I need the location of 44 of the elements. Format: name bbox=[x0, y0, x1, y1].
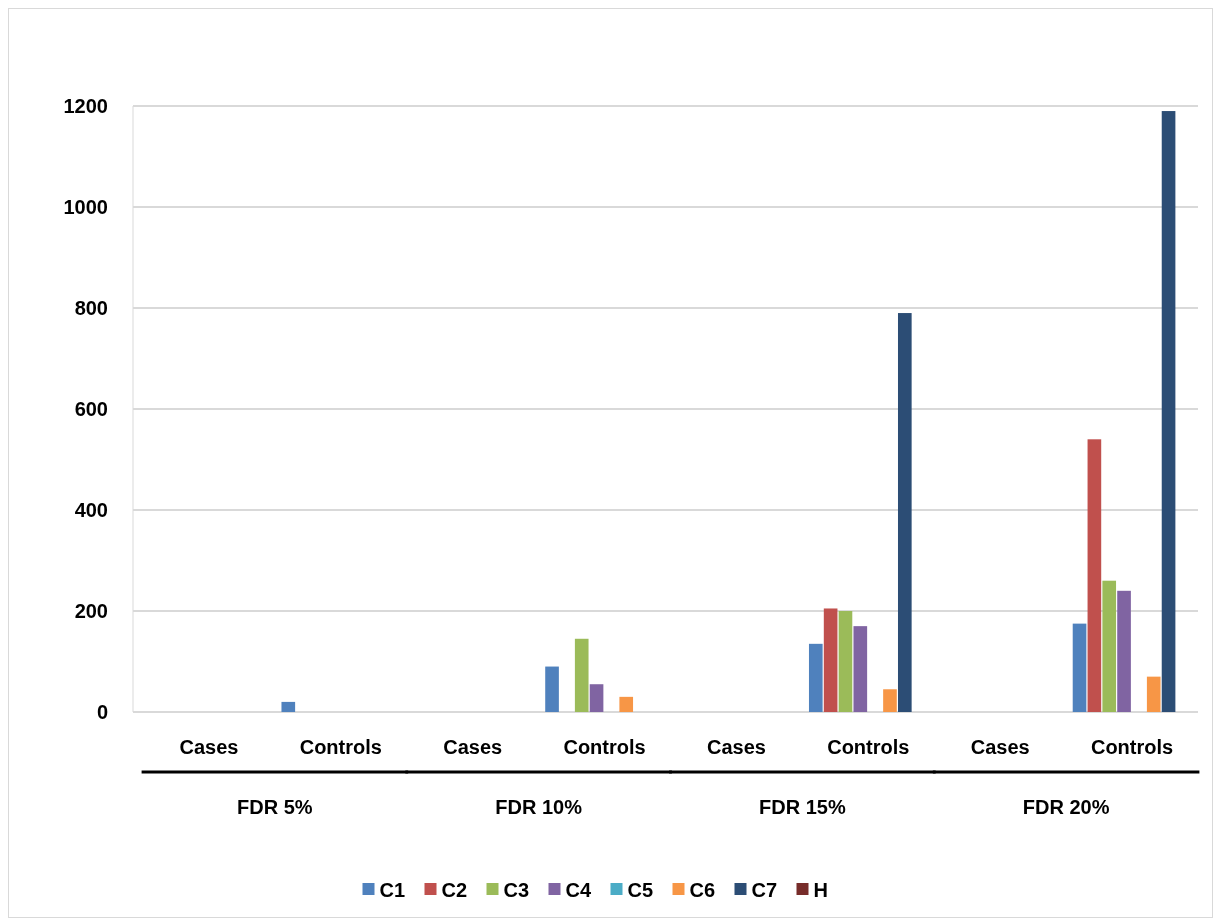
bar bbox=[545, 666, 559, 712]
x-tick-label: Controls bbox=[827, 736, 910, 758]
y-tick-label: 1200 bbox=[63, 95, 108, 117]
bar bbox=[1117, 590, 1131, 712]
y-tick-label: 0 bbox=[96, 701, 108, 723]
text: FDR 15% bbox=[759, 796, 846, 818]
x-tick-label: Controls bbox=[299, 736, 382, 758]
bar bbox=[897, 313, 912, 712]
bar bbox=[619, 696, 634, 712]
x-tick-label: Controls bbox=[563, 736, 646, 758]
bar bbox=[823, 608, 838, 712]
bar bbox=[589, 684, 604, 712]
legend-label: C2 bbox=[441, 879, 468, 901]
bar bbox=[883, 689, 897, 712]
legend-label: C4 bbox=[565, 879, 592, 901]
y-tick-label: 1000 bbox=[63, 196, 108, 218]
legend-label: C3 bbox=[503, 879, 530, 901]
legend-label: C7 bbox=[751, 879, 778, 901]
bar bbox=[1102, 580, 1117, 712]
y-tick-label: 400 bbox=[74, 499, 108, 521]
bar bbox=[838, 611, 853, 712]
legend-label: C5 bbox=[627, 879, 654, 901]
x-tick-label: Cases bbox=[179, 736, 239, 758]
bar bbox=[1161, 111, 1176, 712]
text: FDR 10% bbox=[495, 796, 583, 818]
bar bbox=[1087, 439, 1102, 712]
y-tick-label: 200 bbox=[74, 600, 108, 622]
bar bbox=[281, 701, 296, 712]
legend-label: H bbox=[813, 879, 828, 901]
x-tick-label: Controls bbox=[1090, 736, 1174, 758]
legend-label: C1 bbox=[379, 879, 406, 901]
text: FDR 5% bbox=[237, 796, 313, 818]
text: FDR 20% bbox=[1022, 796, 1110, 818]
bar bbox=[853, 626, 868, 712]
x-tick-label: Cases bbox=[706, 736, 766, 758]
x-tick-label: Cases bbox=[443, 736, 503, 758]
y-tick-label: 800 bbox=[74, 297, 108, 319]
y-tick-label: 600 bbox=[74, 398, 108, 420]
bar bbox=[1146, 676, 1161, 712]
x-tick-label: Cases bbox=[970, 736, 1030, 758]
legend-label: C6 bbox=[689, 879, 716, 901]
bar bbox=[1072, 623, 1087, 712]
bar bbox=[574, 638, 589, 712]
bar bbox=[808, 643, 823, 712]
